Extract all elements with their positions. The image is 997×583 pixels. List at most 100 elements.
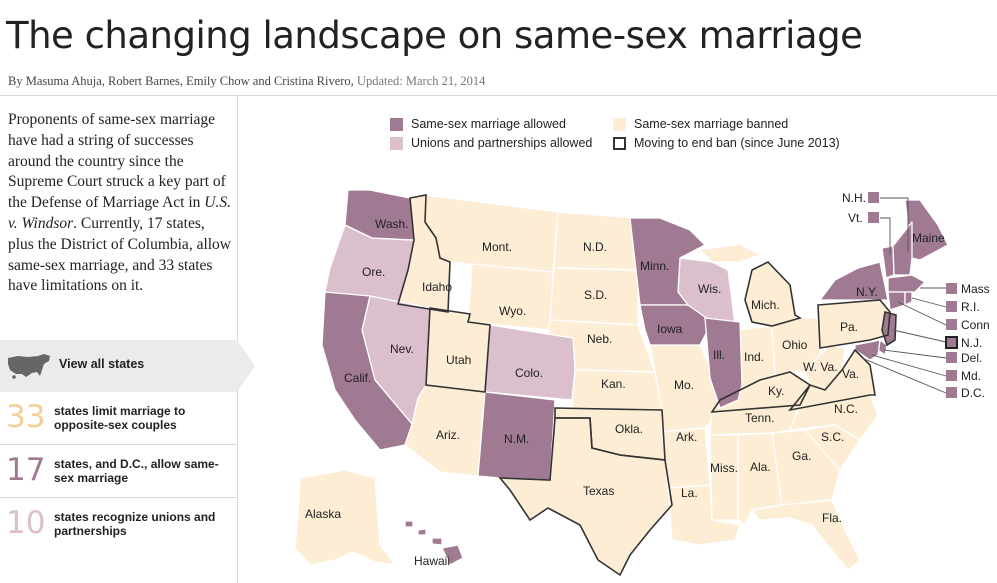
legend-allowed-swatch bbox=[390, 117, 403, 131]
stat-allowed[interactable]: 17 states, and D.C., allow same-sex marr… bbox=[0, 445, 237, 498]
label-ak: Alaska bbox=[305, 507, 341, 521]
swatch-ri[interactable] bbox=[946, 301, 957, 312]
label-nc: N.C. bbox=[834, 402, 858, 416]
label-ne: Neb. bbox=[587, 332, 612, 346]
state-new-hampshire[interactable] bbox=[892, 221, 913, 276]
stat-banned[interactable]: 33 states limit marriage to opposite-sex… bbox=[0, 392, 237, 445]
swatch-vt[interactable] bbox=[868, 212, 879, 223]
view-all-states-button[interactable]: View all states bbox=[0, 340, 237, 392]
label-co: Colo. bbox=[515, 366, 543, 380]
label-mn: Minn. bbox=[640, 259, 669, 273]
label-id: Idaho bbox=[422, 280, 452, 294]
intro-text: Proponents of same-sex marriage have had… bbox=[8, 110, 233, 297]
label-md: Md. bbox=[961, 369, 981, 383]
state-wyoming[interactable] bbox=[467, 263, 554, 331]
state-connecticut[interactable] bbox=[887, 291, 906, 311]
page-title: The changing landscape on same-sex marri… bbox=[6, 14, 863, 57]
label-dc: D.C. bbox=[961, 386, 985, 400]
state-new-york[interactable] bbox=[819, 261, 889, 301]
label-ga: Ga. bbox=[792, 449, 811, 463]
label-ks: Kan. bbox=[601, 377, 626, 391]
legend-unions-label: Unions and partnerships allowed bbox=[411, 136, 593, 150]
label-mt: Mont. bbox=[482, 240, 512, 254]
state-georgia[interactable] bbox=[771, 429, 841, 506]
label-nh: N.H. bbox=[842, 191, 866, 205]
swatch-nh[interactable] bbox=[868, 192, 879, 203]
label-ut: Utah bbox=[446, 353, 471, 367]
legend-moving-swatch bbox=[613, 136, 626, 150]
label-ny: N.Y. bbox=[856, 285, 878, 299]
state-illinois[interactable] bbox=[704, 317, 743, 409]
label-ia: Iowa bbox=[657, 322, 683, 336]
label-wa: Wash. bbox=[375, 217, 409, 231]
moving-outline-new-jersey bbox=[881, 310, 897, 347]
leader-dc bbox=[861, 357, 947, 394]
leader-ri bbox=[911, 297, 947, 308]
label-ms: Miss. bbox=[710, 461, 738, 475]
intro-text-part-2: . Currently, 17 states, plus the Distric… bbox=[8, 214, 232, 295]
legend-banned-label: Same-sex marriage banned bbox=[634, 117, 789, 131]
label-wv: W. Va. bbox=[803, 360, 837, 374]
stat-unions-label: states recognize unions and partnerships bbox=[54, 510, 216, 538]
label-sd: S.D. bbox=[584, 288, 607, 302]
intro-case-name: U.S. v. Windsor bbox=[8, 194, 231, 232]
label-pa: Pa. bbox=[840, 320, 858, 334]
label-la: La. bbox=[681, 486, 698, 500]
label-ma: Mass. bbox=[961, 282, 990, 296]
label-nd: N.D. bbox=[583, 240, 607, 254]
state-hawaii-maui[interactable] bbox=[431, 537, 443, 546]
label-oh: Ohio bbox=[782, 338, 808, 352]
label-ca: Calif. bbox=[344, 371, 371, 385]
swatch-nj[interactable] bbox=[945, 336, 958, 349]
label-va: Va. bbox=[842, 367, 859, 381]
state-alaska[interactable] bbox=[294, 469, 396, 566]
label-nj: N.J. bbox=[961, 336, 982, 350]
state-hawaii-oahu[interactable] bbox=[417, 528, 427, 536]
label-mi: Mich. bbox=[751, 298, 780, 312]
moving-outline-texas bbox=[498, 417, 673, 577]
state-louisiana[interactable] bbox=[667, 484, 741, 546]
stat-banned-number: 33 bbox=[6, 399, 46, 435]
moving-outline-idaho bbox=[396, 194, 451, 313]
label-vt: Vt. bbox=[848, 211, 863, 225]
state-iowa[interactable] bbox=[639, 304, 713, 346]
state-vermont[interactable] bbox=[881, 245, 895, 279]
state-hawaii-big[interactable] bbox=[441, 544, 464, 566]
state-michigan-up[interactable] bbox=[699, 243, 761, 263]
label-wi: Wis. bbox=[698, 282, 721, 296]
swatch-ma[interactable] bbox=[946, 283, 957, 294]
label-me: Maine bbox=[912, 231, 945, 245]
legend-unions: Unions and partnerships allowed bbox=[390, 136, 592, 150]
label-ri: R.I. bbox=[961, 300, 980, 314]
stat-unions[interactable]: 10 states recognize unions and partnersh… bbox=[0, 498, 237, 550]
state-california[interactable] bbox=[321, 291, 413, 451]
legend-allowed: Same-sex marriage allowed bbox=[390, 117, 566, 131]
label-tn: Tenn. bbox=[745, 411, 774, 425]
state-mississippi[interactable] bbox=[709, 434, 739, 521]
state-hawaii-kauai[interactable] bbox=[404, 520, 414, 528]
label-wy: Wyo. bbox=[499, 304, 526, 318]
label-nm: N.M. bbox=[504, 432, 529, 446]
moving-outline-michigan bbox=[744, 261, 802, 327]
view-all-states-label: View all states bbox=[59, 357, 145, 371]
label-or: Ore. bbox=[362, 265, 385, 279]
stat-unions-number: 10 bbox=[6, 505, 46, 541]
label-az: Ariz. bbox=[436, 428, 460, 442]
swatch-md[interactable] bbox=[946, 370, 957, 381]
moving-outline-pennsylvania bbox=[817, 299, 891, 349]
state-florida[interactable] bbox=[751, 499, 861, 571]
stat-banned-label: states limit marriage to opposite-sex co… bbox=[54, 404, 186, 432]
byline-authors: By Masuma Ahuja, Robert Barnes, Emily Ch… bbox=[8, 74, 354, 88]
label-mo: Mo. bbox=[674, 378, 694, 392]
swatch-de[interactable] bbox=[946, 352, 957, 363]
view-all-arrow bbox=[237, 340, 255, 392]
legend-banned: Same-sex marriage banned bbox=[613, 117, 788, 131]
leader-nj bbox=[892, 329, 947, 343]
state-massachusetts[interactable] bbox=[887, 274, 926, 293]
label-ok: Okla. bbox=[615, 422, 643, 436]
swatch-dc[interactable] bbox=[946, 387, 957, 398]
state-rhode-island[interactable] bbox=[904, 291, 913, 306]
state-colorado[interactable] bbox=[484, 324, 576, 401]
swatch-ct[interactable] bbox=[946, 319, 957, 330]
label-ky: Ky. bbox=[768, 384, 784, 398]
